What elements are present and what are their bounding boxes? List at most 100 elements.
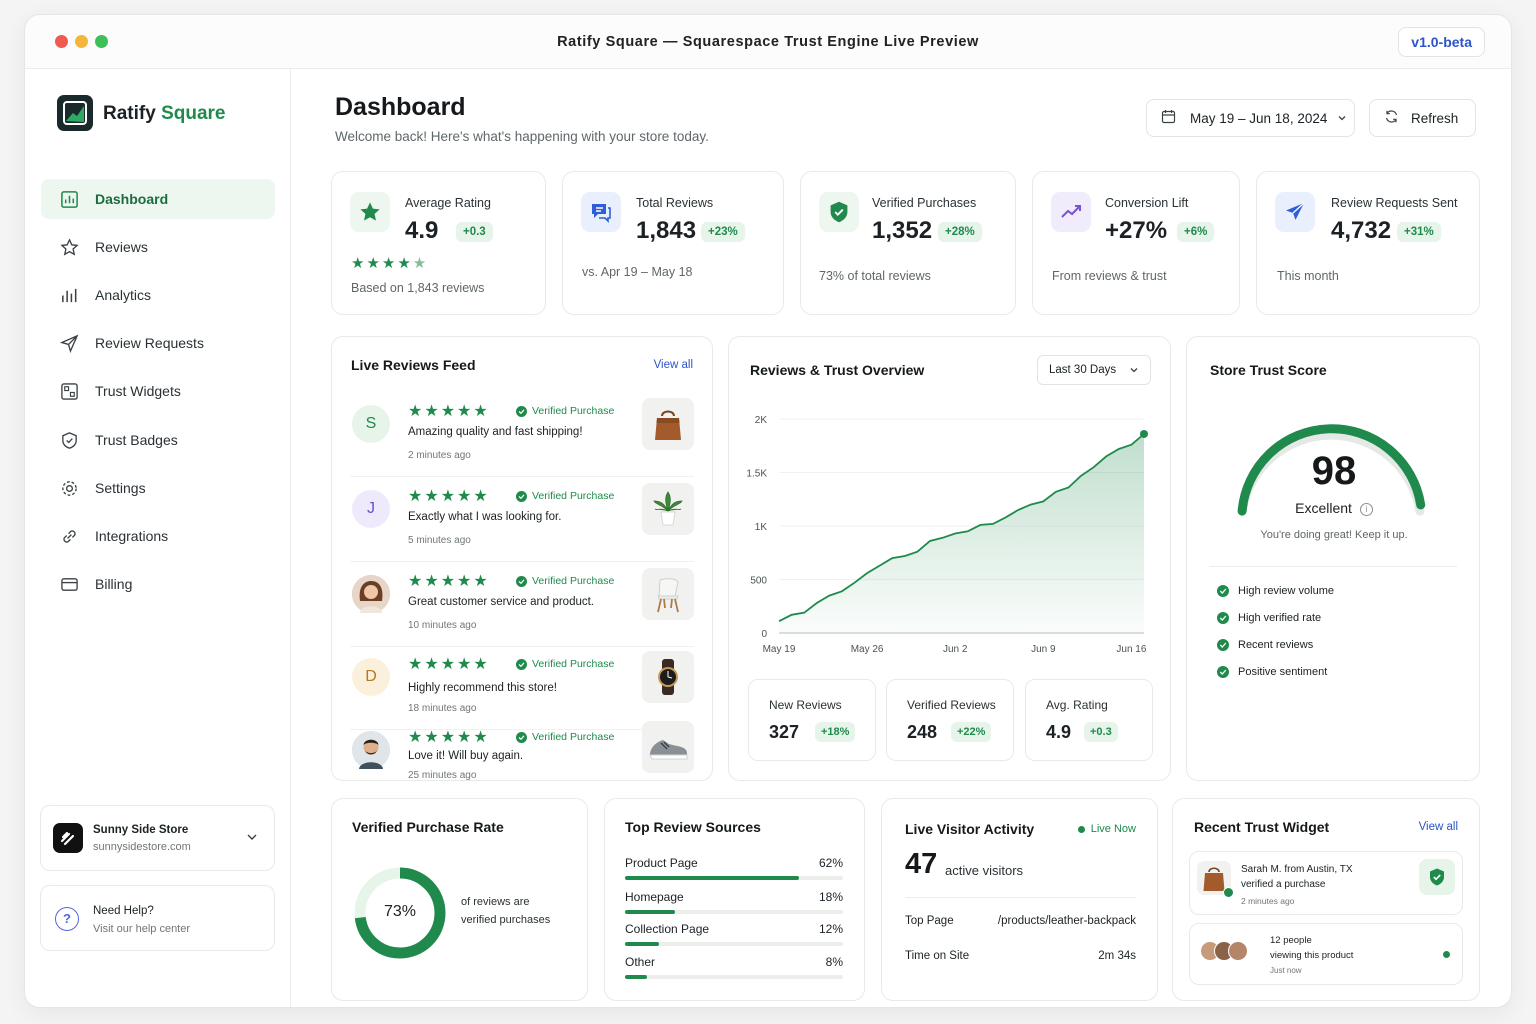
calendar-icon <box>1161 109 1176 127</box>
sidebar-item-analytics[interactable]: Analytics <box>41 275 275 315</box>
sidebar-item-integrations[interactable]: Integrations <box>41 516 275 556</box>
review-item[interactable]: S ★★★★★ Verified Purchase Amazing qualit… <box>350 393 694 477</box>
live-reviews-feed: Live Reviews Feed View all S ★★★★★ Verif… <box>331 336 713 781</box>
product-thumbnail-watch <box>642 651 694 703</box>
donut-fill <box>354 867 446 959</box>
x-tick-label: Jun 9 <box>1031 644 1056 655</box>
minimize-window-button[interactable] <box>75 35 88 48</box>
live-indicator: Live Now <box>1077 823 1136 835</box>
help-center-link[interactable]: ? Need Help? Visit our help center <box>40 885 275 951</box>
avatar <box>1228 941 1248 961</box>
brand-name: Ratify Square <box>103 103 226 124</box>
dashboard-icon <box>59 189 79 209</box>
stat-delta: +18% <box>815 722 856 742</box>
kpi-total-reviews: Total Reviews 1,843 +23% vs. Apr 19 – Ma… <box>562 171 784 315</box>
avatar: J <box>352 490 390 528</box>
verified-rate-caption: verified purchases <box>461 914 551 926</box>
product-thumbnail-plant <box>642 483 694 535</box>
divider <box>1209 566 1457 567</box>
page-title: Dashboard <box>335 93 466 121</box>
refresh-button[interactable]: Refresh <box>1369 99 1476 137</box>
recent-trust-widget: Recent Trust Widget View all Sarah M. fr… <box>1172 798 1480 1001</box>
source-bar-track <box>625 876 843 880</box>
time-on-site-label: Time on Site <box>905 950 970 962</box>
stat-label: New Reviews <box>769 698 842 712</box>
trust-score-value: 98 <box>1311 449 1357 493</box>
source-bar-track <box>625 910 843 914</box>
product-thumbnail-bag <box>642 398 694 450</box>
avatar: D <box>352 658 390 696</box>
review-item[interactable]: D ★★★★★ Verified Purchase Highly recomme… <box>350 646 694 730</box>
gear-icon <box>59 478 79 498</box>
review-stars: ★★★★★ <box>408 573 490 590</box>
source-label: Other <box>625 955 656 969</box>
top-page-label: Top Page <box>905 915 954 927</box>
trust-check-item: High review volume <box>1217 585 1334 597</box>
help-title: Need Help? <box>93 905 154 917</box>
sidebar-item-trust-widgets[interactable]: Trust Widgets <box>41 371 275 411</box>
view-all-widgets-link[interactable]: View all <box>1418 821 1458 833</box>
maximize-window-button[interactable] <box>95 35 108 48</box>
product-thumbnail-bag <box>1197 861 1234 898</box>
sidebar-item-review-requests[interactable]: Review Requests <box>41 323 275 363</box>
card-title: Reviews & Trust Overview <box>750 362 925 378</box>
kpi-sub: vs. Apr 19 – May 18 <box>582 265 693 279</box>
info-icon[interactable]: i <box>1359 503 1373 516</box>
shield-check-icon <box>819 192 859 232</box>
review-stars: ★★★★★ <box>408 729 490 746</box>
review-text: Amazing quality and fast shipping! <box>408 426 583 438</box>
chevron-down-icon <box>1337 111 1347 126</box>
reviews-trend-chart: 0 500 1K 1.5K 2K May 19 May 26 Jun 2 Jun 9 Jun 16 <box>746 415 1148 655</box>
trust-check-item: Positive sentiment <box>1217 666 1327 678</box>
review-item[interactable]: J ★★★★★ Verified Purchase Exactly what I… <box>350 478 694 562</box>
sidebar-item-dashboard[interactable]: Dashboard <box>41 179 275 219</box>
y-tick-label: 2K <box>755 415 768 426</box>
kpi-delta: +23% <box>701 222 745 242</box>
source-percent: 18% <box>818 890 843 904</box>
review-item[interactable]: ★★★★★ Verified Purchase Love it! Will bu… <box>350 719 694 781</box>
card-title: Live Visitor Activity <box>905 821 1035 837</box>
widget-item-purchase[interactable]: Sarah M. from Austin, TX verified a purc… <box>1189 851 1463 915</box>
verified-badge: Verified Purchase <box>516 731 614 743</box>
kpi-label: Total Reviews <box>636 196 714 210</box>
check-icon <box>1217 612 1229 624</box>
store-trust-score: Store Trust Score 98 Excellent i You're … <box>1186 336 1480 781</box>
kpi-value: +27% <box>1105 217 1168 244</box>
sidebar-item-billing[interactable]: Billing <box>41 564 275 604</box>
kpi-sub: This month <box>1277 269 1339 283</box>
sidebar-item-label: Billing <box>95 576 133 592</box>
sidebar-item-trust-badges[interactable]: Trust Badges <box>41 420 275 460</box>
widget-item-viewers[interactable]: 12 people viewing this product Just now <box>1189 923 1463 985</box>
check-icon <box>1217 666 1229 678</box>
trust-check-item: High verified rate <box>1217 612 1321 624</box>
store-selector[interactable]: Sunny Side Store sunnysidestore.com <box>40 805 275 871</box>
kpi-average-rating: Average Rating 4.9 +0.3 ★★★★★ Based on 1… <box>331 171 546 315</box>
sidebar-item-label: Dashboard <box>95 191 169 207</box>
review-item[interactable]: ★★★★★ Verified Purchase Great customer s… <box>350 563 694 647</box>
stat-new-reviews: New Reviews 327 +18% <box>748 679 876 761</box>
widget-item-line: verified a purchase <box>1241 879 1326 890</box>
range-select[interactable]: Last 30 Days <box>1037 355 1151 385</box>
product-thumbnail-chair <box>642 568 694 620</box>
check-icon <box>516 490 527 502</box>
view-all-reviews-link[interactable]: View all <box>653 359 693 371</box>
date-range-picker[interactable]: May 19 – Jun 18, 2024 <box>1146 99 1355 137</box>
series-line <box>778 433 1145 623</box>
card-title: Recent Trust Widget <box>1194 819 1330 835</box>
sidebar-item-reviews[interactable]: Reviews <box>41 227 275 267</box>
verified-rate-donut <box>354 867 446 959</box>
visitor-count: 47 <box>905 848 938 880</box>
kpi-delta: +0.3 <box>456 222 493 242</box>
kpi-review-requests: Review Requests Sent 4,732 +31% This mon… <box>1256 171 1480 315</box>
store-name: Sunny Side Store <box>93 824 189 836</box>
chat-icon <box>581 192 621 232</box>
star-icon <box>350 192 390 232</box>
close-window-button[interactable] <box>55 35 68 48</box>
sidebar-item-settings[interactable]: Settings <box>41 468 275 508</box>
sidebar-item-label: Settings <box>95 480 146 496</box>
sidebar-item-label: Trust Widgets <box>95 383 181 399</box>
live-dot-icon <box>1077 825 1085 833</box>
stat-delta: +22% <box>951 722 992 742</box>
product-thumbnail-shoe <box>642 721 694 773</box>
source-bar-fill <box>625 910 676 914</box>
